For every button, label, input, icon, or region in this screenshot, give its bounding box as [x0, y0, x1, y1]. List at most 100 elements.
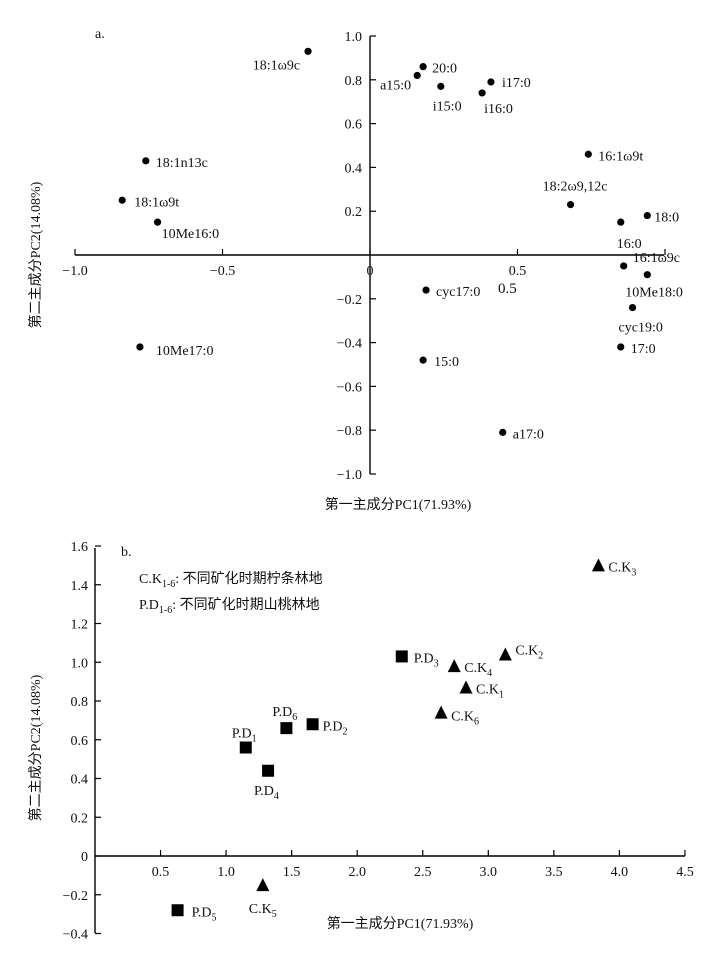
legend-entry: P.D1-6: 不同矿化时期山桃林地	[139, 597, 320, 616]
panel-a-point-label: 18:1ω9c	[253, 58, 300, 73]
panel-a-y-tick-label: 1.0	[345, 30, 363, 45]
panel-b-point-label: P.D5	[192, 905, 217, 923]
panel-b-triangle-point	[434, 705, 448, 719]
panel-b-triangle-point	[447, 659, 461, 673]
panel-b-label: b.	[121, 545, 132, 560]
panel-b-x-tick-label: 3.5	[545, 865, 563, 880]
panel-a-point-label: i16:0	[484, 102, 513, 117]
panel-b-triangle-point	[498, 647, 512, 661]
panel-b-square-point	[395, 650, 408, 663]
panel-a-extra-label: 0.5	[498, 281, 517, 297]
panel-b-y-tick-label: −0.2	[63, 889, 88, 904]
panel-b-y-tick-label: 1.0	[71, 656, 89, 671]
panel-b-point-label: C.K4	[464, 661, 492, 679]
panel-b-points: C.K1 C.K2 C.K3 C.K4 C.K5 C.K6 P.D1 P.D2 P.D3 P.D4…	[171, 558, 636, 923]
panel-a-point-label: 15:0	[434, 355, 459, 370]
panel-a-x-tick-label: −1.0	[62, 264, 87, 279]
panel-b-triangle-point	[459, 680, 473, 694]
panel-a-xlabel: 第一主成分PC1(71.93%)	[325, 496, 472, 513]
panel-b-ylabel: 第二主成分PC2(14.08%)	[27, 674, 44, 821]
panel-a-y-tick-label: −1.0	[337, 468, 362, 483]
panel-a-point-label: cyc17:0	[436, 285, 480, 300]
panel-b-y-ticks: 1.6 1.4 1.2 1.0 0.8 0.6 0.4 0.2 0 −0.2 −0.4	[63, 540, 101, 943]
panel-a-point-label: 20:0	[432, 62, 457, 77]
panel-b-y-tick-label: 1.6	[71, 540, 89, 555]
panel-a: a. −1.0 −0.5 0 0.5 1.0 0.8 0.6 0.4 0.2 −0.2 −0.4 −…	[27, 27, 683, 513]
panel-b-point-label: P.D3	[414, 651, 439, 669]
panel-b-point-label: C.K1	[476, 682, 504, 700]
panel-b-legend: C.K1-6: 不同矿化时期柠条林地 P.D1-6: 不同矿化时期山桃林地	[139, 570, 323, 616]
panel-a-point-label: 18:1ω9t	[134, 195, 179, 210]
panel-a-x-ticks: −1.0 −0.5 0 0.5	[62, 249, 666, 279]
panel-a-point-label: 10Me16:0	[162, 227, 220, 242]
panel-b-y-tick-label: 0.6	[71, 734, 89, 749]
panel-a-point-label: a17:0	[513, 427, 544, 442]
panel-a-point-label: 18:0	[654, 211, 679, 226]
panel-a-point	[437, 82, 445, 90]
legend-entry: C.K1-6: 不同矿化时期柠条林地	[139, 570, 323, 590]
panel-b-x-tick-label: 2.0	[348, 865, 366, 880]
panel-a-point-label: a15:0	[380, 78, 411, 93]
panel-b-x-tick-label: 0.5	[152, 865, 170, 880]
panel-a-point-label: 16:1ω9c	[633, 251, 680, 266]
panel-a-label: a.	[95, 27, 105, 42]
panel-b-xlabel: 第一主成分PC1(71.93%)	[327, 915, 474, 932]
panel-b-point-label: P.D6	[272, 705, 297, 723]
panel-b-x-tick-label: 4.0	[611, 865, 629, 880]
panel-a-point	[628, 303, 637, 312]
panel-a-point	[643, 211, 651, 220]
panel-b-x-tick-label: 1.5	[283, 865, 301, 880]
panel-b-x-ticks: 0.5 1.0 1.5 2.0 2.5 3.0 3.5 4.0 4.5	[152, 850, 694, 880]
panel-b-point-label: P.D2	[323, 719, 348, 737]
panel-a-point-label: 17:0	[631, 342, 656, 357]
panel-a-y-tick-label: −0.2	[337, 293, 362, 308]
panel-b-square-point	[306, 718, 319, 731]
panel-b-square-point	[280, 722, 293, 735]
panel-a-point-label: 10Me17:0	[156, 344, 214, 359]
panel-b-point-label: C.K2	[515, 644, 543, 662]
panel-a-x-tick-label: 0	[367, 264, 374, 279]
panel-b-x-tick-label: 2.5	[414, 865, 432, 880]
panel-a-point	[617, 218, 625, 226]
panel-a-point	[419, 63, 427, 71]
panel-a-point	[419, 356, 427, 364]
panel-a-point	[304, 47, 312, 55]
panel-a-y-ticks: 1.0 0.8 0.6 0.4 0.2 −0.2 −0.4 −0.6 −0.8 −1.0	[337, 30, 376, 483]
panel-a-y-tick-label: 0.2	[345, 205, 363, 220]
panel-b-point-label: C.K3	[608, 560, 636, 578]
panel-a-y-tick-label: 0.8	[345, 74, 363, 89]
panel-a-point	[118, 196, 126, 204]
panel-b-triangle-point	[256, 878, 270, 892]
panel-b-x-tick-label: 4.5	[676, 865, 694, 880]
panel-a-point-label: 18:1n13c	[156, 156, 208, 171]
panel-a-y-tick-label: 0.4	[345, 161, 363, 176]
panel-a-point-label: cyc19:0	[619, 321, 663, 336]
panel-b-triangle-point	[591, 558, 605, 572]
panel-b-point-label: C.K6	[451, 710, 479, 728]
panel-b-square-point	[171, 904, 184, 917]
panel-a-point	[136, 343, 144, 351]
panel-b-point-label: P.D4	[254, 784, 279, 802]
panel-b-y-tick-label: 0.8	[71, 695, 89, 710]
panel-a-point-label: 16:0	[617, 237, 642, 252]
panel-a-point	[643, 271, 651, 279]
panel-a-point	[413, 71, 421, 80]
panel-b-square-point	[262, 764, 275, 777]
panel-a-point-label: 16:1ω9t	[598, 149, 643, 164]
panel-a-ylabel: 第二主成分PC2(14.08%)	[27, 181, 44, 328]
panel-b-square-point	[239, 741, 252, 754]
panel-a-point-label: i17:0	[502, 76, 531, 91]
panel-a-point	[584, 150, 592, 158]
panel-b-y-tick-label: 0	[81, 850, 88, 865]
panel-a-point	[487, 78, 495, 86]
panel-a-point-label: 10Me18:0	[625, 286, 683, 301]
panel-b-y-tick-label: 0.2	[71, 811, 89, 826]
panel-a-x-tick-label: 0.5	[509, 264, 527, 279]
panel-a-y-tick-label: −0.8	[337, 424, 362, 439]
panel-a-points: 18:1ω9c 20:0 a15:0 i17:0 i15:0 i16:0 18:1n13c 1…	[118, 47, 683, 442]
panel-a-point	[620, 262, 628, 270]
panel-a-point	[422, 286, 430, 294]
panel-a-point	[142, 157, 150, 165]
panel-b-x-tick-label: 1.0	[217, 865, 235, 880]
